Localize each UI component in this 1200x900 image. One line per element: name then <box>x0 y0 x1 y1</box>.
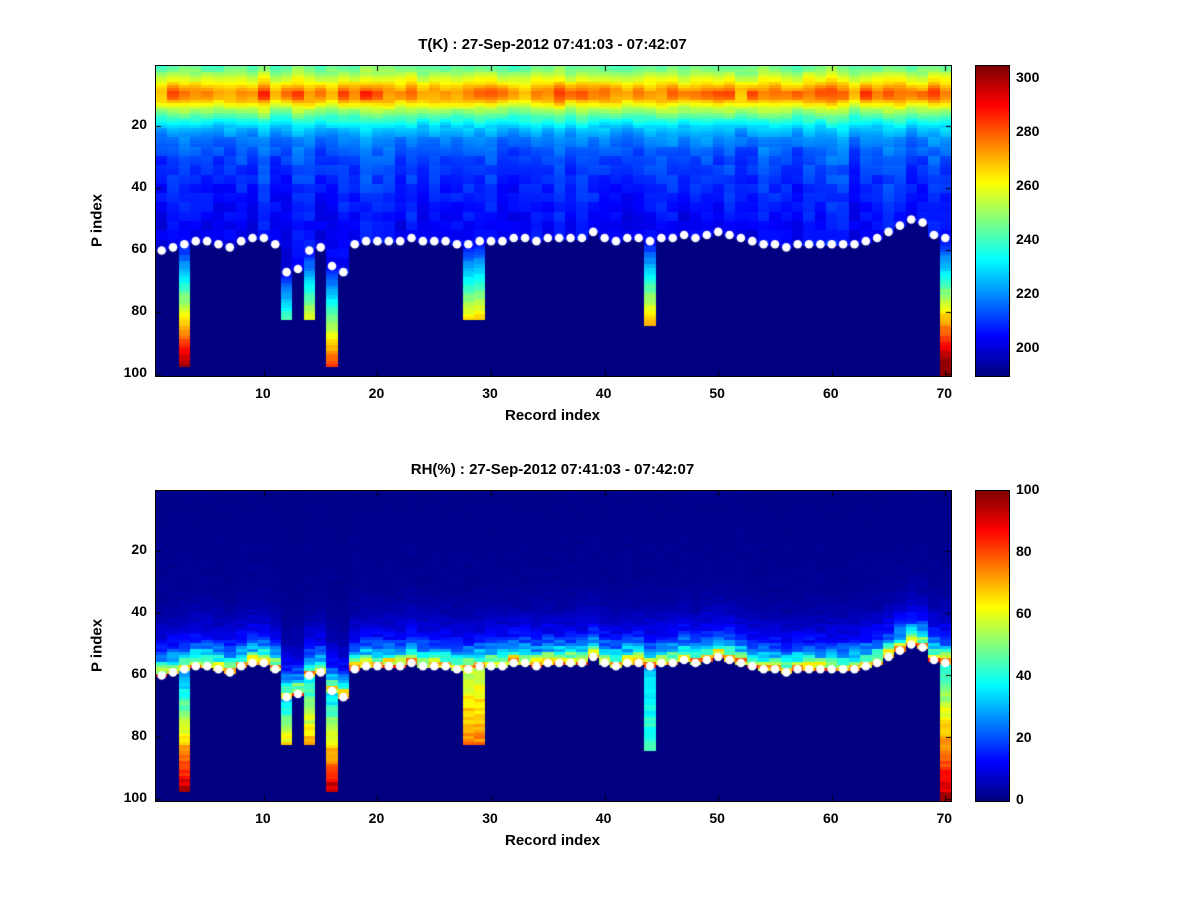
x-tick-label: 50 <box>709 385 725 401</box>
colorbar-tick-label: 0 <box>1016 791 1024 807</box>
x-tick-label: 50 <box>709 810 725 826</box>
x-tick-label: 20 <box>368 810 385 826</box>
x-tick-label: 30 <box>482 810 498 826</box>
x-tick-label: 70 <box>936 385 953 401</box>
y-tick-label: 60 <box>131 240 147 257</box>
temperature-title: T(K) : 27-Sep-2012 07:41:03 - 07:42:07 <box>418 36 687 53</box>
colorbar-tick-label: 40 <box>1016 667 1032 683</box>
temperature-heatmap <box>155 65 952 377</box>
colorbar-tick-label: 100 <box>1016 481 1040 497</box>
x-tick-label: 40 <box>595 810 612 826</box>
x-tick-label: 30 <box>482 385 498 401</box>
y-tick-label: 20 <box>131 116 147 133</box>
temperature-y-axis-label: P index <box>88 193 106 247</box>
x-tick-label: 70 <box>936 810 953 826</box>
humidity-title: RH(%) : 27-Sep-2012 07:41:03 - 07:42:07 <box>410 461 695 478</box>
colorbar-tick-label: 20 <box>1016 729 1032 745</box>
temperature-colorbar-canvas <box>976 66 1009 376</box>
temperature-colorbar <box>975 65 1010 377</box>
temperature-heatmap-canvas <box>156 66 951 376</box>
colorbar-tick-label: 220 <box>1016 285 1040 302</box>
y-tick-label: 80 <box>131 302 147 319</box>
colorbar-tick-label: 260 <box>1016 177 1040 194</box>
colorbar-tick-label: 200 <box>1016 339 1040 356</box>
humidity-colorbar <box>975 490 1010 802</box>
colorbar-tick-label: 240 <box>1016 231 1040 248</box>
x-tick-label: 40 <box>595 385 612 401</box>
y-tick-label: 100 <box>123 789 147 806</box>
humidity-x-axis-label: Record index <box>504 832 601 849</box>
temperature-x-axis-label: Record index <box>504 407 601 424</box>
y-tick-label: 40 <box>131 603 147 620</box>
humidity-y-axis-label: P index <box>88 618 106 672</box>
y-tick-label: 60 <box>131 665 147 682</box>
humidity-heatmap <box>155 490 952 802</box>
colorbar-tick-label: 80 <box>1016 543 1032 559</box>
x-tick-label: 60 <box>822 385 839 401</box>
humidity-colorbar-canvas <box>976 491 1009 801</box>
colorbar-tick-label: 300 <box>1016 69 1040 86</box>
humidity-heatmap-canvas <box>156 491 951 801</box>
x-tick-label: 10 <box>255 810 271 826</box>
y-tick-label: 20 <box>131 541 147 558</box>
y-tick-label: 40 <box>131 178 147 195</box>
y-tick-label: 80 <box>131 727 147 744</box>
x-tick-label: 60 <box>822 810 839 826</box>
x-tick-label: 20 <box>368 385 385 401</box>
x-tick-label: 10 <box>255 385 271 401</box>
colorbar-tick-label: 280 <box>1016 123 1040 140</box>
colorbar-tick-label: 60 <box>1016 605 1032 621</box>
y-tick-label: 100 <box>123 364 147 381</box>
